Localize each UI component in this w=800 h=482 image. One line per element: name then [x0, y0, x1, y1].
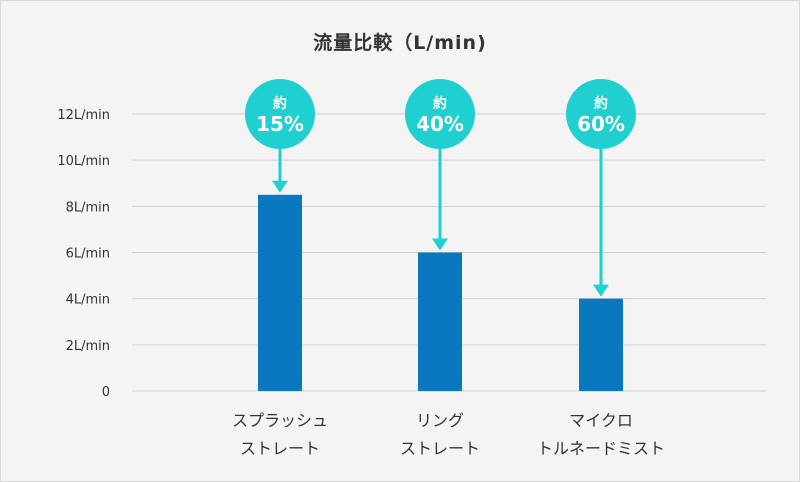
bar	[418, 252, 462, 391]
callout-bubble	[245, 79, 315, 149]
y-tick-label: 2L/min	[66, 339, 110, 354]
x-category-label: ストレート	[400, 439, 480, 458]
x-category-label: リング	[416, 411, 464, 430]
bar	[258, 194, 302, 391]
x-category-label: ストレート	[240, 439, 320, 458]
callout-label: 約	[273, 95, 287, 112]
callout-percent: 60%	[577, 112, 625, 136]
callout-bubble	[566, 79, 636, 149]
callout-label: 約	[433, 95, 447, 112]
x-category-label: トルネードミスト	[537, 439, 665, 458]
y-tick-label: 8L/min	[66, 200, 110, 215]
callout-label: 約	[594, 95, 608, 112]
x-category-label: マイクロ	[569, 411, 633, 430]
y-tick-label: 12L/min	[57, 108, 110, 123]
callout-arrow-head	[272, 180, 288, 193]
x-category-label: スプラッシュ	[232, 411, 328, 430]
callout-arrow-head	[432, 238, 448, 251]
callout-bubble	[405, 79, 475, 149]
y-tick-label: 6L/min	[66, 247, 110, 262]
callout-arrow-head	[593, 284, 609, 297]
callout-percent: 15%	[256, 112, 304, 136]
y-tick-label: 4L/min	[66, 293, 110, 308]
callout-percent: 40%	[416, 112, 464, 136]
bar	[579, 298, 623, 391]
chart-title: 流量比較（L/min)	[313, 32, 487, 54]
y-tick-label: 10L/min	[57, 154, 110, 169]
y-tick-label: 0	[102, 385, 110, 400]
